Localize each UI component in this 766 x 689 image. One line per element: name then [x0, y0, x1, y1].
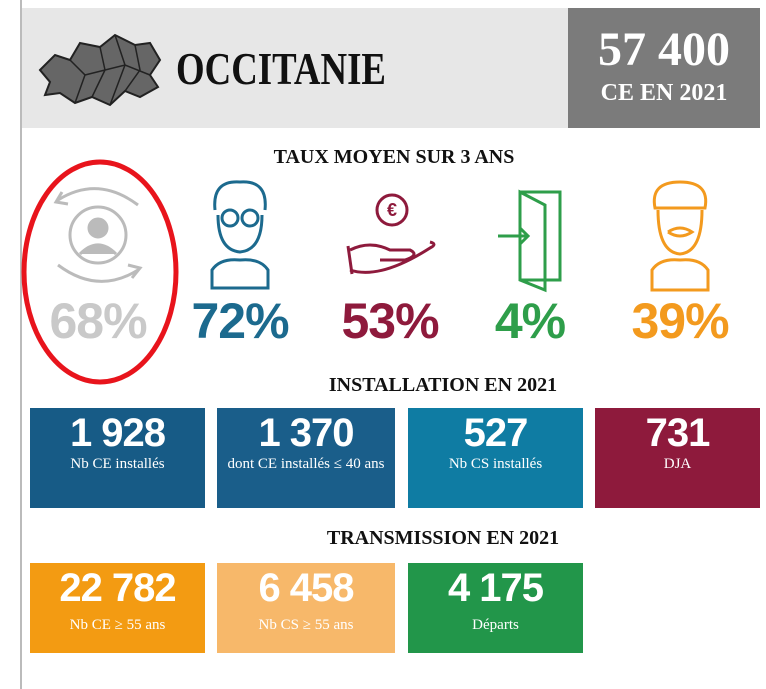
- rate-value: 53%: [341, 293, 439, 349]
- installation-title: INSTALLATION EN 2021: [328, 374, 558, 396]
- stat-label: Nb CS ≥ 55 ans: [258, 617, 354, 633]
- stat-label: dont CE installés ≤ 40 ans: [227, 456, 385, 472]
- stat-label: Nb CE ≥ 55 ans: [69, 617, 166, 633]
- transmission-title: TRANSMISSION EN 2021: [326, 527, 560, 549]
- rate-value: 39%: [631, 293, 729, 349]
- stat-label: Nb CS installés: [448, 456, 543, 472]
- stat-box: 6 458 Nb CS ≥ 55 ans: [217, 563, 395, 653]
- stat-value: 1 928: [69, 411, 166, 455]
- stat-value: 1 370: [258, 411, 354, 455]
- rate-icons: €: [53, 180, 710, 293]
- icon-rotation: [53, 187, 143, 283]
- stat-value: 4 175: [447, 566, 544, 610]
- rates-title: TAUX MOYEN SUR 3 ANS: [273, 146, 515, 168]
- stat-box: 4 175 Départs: [408, 563, 583, 653]
- stat-box: 527 Nb CS installés: [408, 408, 583, 508]
- svg-text:€: €: [387, 200, 397, 220]
- stat-value: 731: [645, 411, 711, 455]
- stat-value: 22 782: [59, 566, 176, 610]
- stat-box: 22 782 Nb CE ≥ 55 ans: [30, 563, 205, 653]
- total-box: [568, 8, 760, 128]
- left-border: [20, 0, 22, 689]
- total-value: 57 400: [598, 23, 730, 76]
- stat-value: 527: [463, 411, 529, 455]
- stat-value: 6 458: [258, 566, 354, 610]
- stat-label: Départs: [472, 617, 519, 633]
- icon-elder: [650, 180, 710, 292]
- region-map: [38, 33, 162, 107]
- rate-value: 72%: [191, 293, 289, 349]
- stat-box: 1 928 Nb CE installés: [30, 408, 205, 508]
- stat-label: DJA: [663, 456, 692, 472]
- stat-box: 731 DJA: [595, 408, 760, 508]
- highlight-ring: [21, 159, 179, 385]
- stat-label: Nb CE installés: [70, 456, 165, 472]
- rate-value: 4%: [494, 293, 566, 349]
- icon-money: €: [346, 193, 436, 275]
- icon-exit: [498, 189, 562, 293]
- rate-value: 68%: [49, 293, 147, 349]
- region-name: OCCITANIE: [176, 43, 386, 94]
- stat-box: 1 370 dont CE installés ≤ 40 ans: [217, 408, 395, 508]
- total-label: CE EN 2021: [600, 80, 728, 106]
- icon-young: [210, 180, 270, 290]
